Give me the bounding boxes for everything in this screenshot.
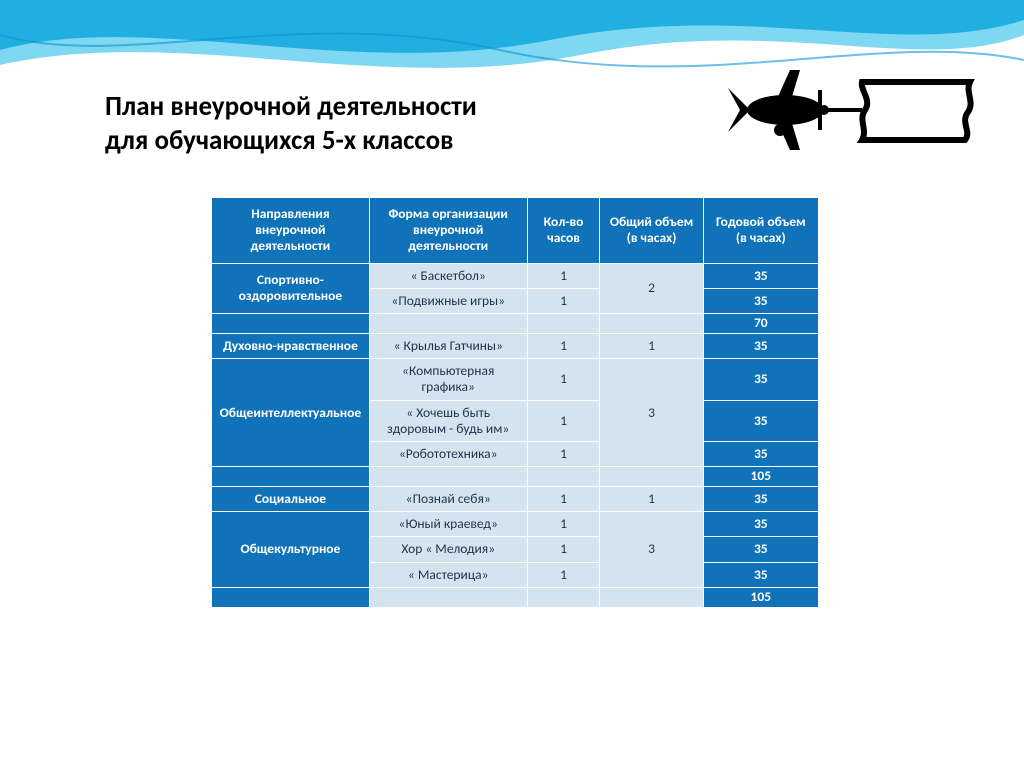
title-line-2: для обучающихся 5-х классов: [105, 124, 453, 157]
direction-cell: Спортивно-оздоровительное: [212, 263, 370, 313]
hours-cell: 1: [527, 263, 600, 288]
col-hours: Кол-во часов: [527, 198, 600, 264]
col-direction: Направления внеурочной деятельности: [212, 198, 370, 264]
form-cell: «Подвижные игры»: [369, 288, 527, 313]
form-cell: «Юный краевед»: [369, 512, 527, 537]
airplane-banner-icon: [710, 60, 980, 170]
annual-cell: 35: [703, 263, 818, 288]
annual-cell: 35: [703, 333, 818, 358]
col-annual: Годовой объем (в часах): [703, 198, 818, 264]
hours-cell: 1: [527, 537, 600, 562]
total-volume-cell: 1: [600, 333, 703, 358]
col-total: Общий объем (в часах): [600, 198, 703, 264]
form-cell: « Хочешь быть здоровым - будь им»: [369, 400, 527, 441]
form-cell: «Компьютерная графика»: [369, 359, 527, 400]
table-row: Спортивно-оздоровительное« Баскетбол»123…: [212, 263, 819, 288]
hours-cell: 1: [527, 333, 600, 358]
curriculum-table: Направления внеурочной деятельности Форм…: [210, 196, 820, 609]
form-cell: Хор « Мелодия»: [369, 537, 527, 562]
annual-cell: 35: [703, 537, 818, 562]
table-row: Духовно-нравственное« Крылья Гатчины»113…: [212, 333, 819, 358]
table-row: Общекультурное«Юный краевед»1335: [212, 512, 819, 537]
direction-cell: Общеинтеллектуальное: [212, 359, 370, 467]
form-cell: «Познай себя»: [369, 487, 527, 512]
total-volume-cell: 2: [600, 263, 703, 313]
page-title: План внеурочной деятельности для обучающ…: [105, 90, 477, 158]
header-row: Направления внеурочной деятельности Форм…: [212, 198, 819, 264]
hours-cell: 1: [527, 359, 600, 400]
hours-cell: 1: [527, 487, 600, 512]
direction-cell: Духовно-нравственное: [212, 333, 370, 358]
total-volume-cell: 1: [600, 487, 703, 512]
annual-cell: 35: [703, 441, 818, 466]
annual-cell: 35: [703, 562, 818, 587]
table-row: Социальное«Познай себя»1135: [212, 487, 819, 512]
annual-cell: 35: [703, 400, 818, 441]
total-volume-cell: 3: [600, 512, 703, 588]
form-cell: «Робототехника»: [369, 441, 527, 466]
form-cell: « Крылья Гатчины»: [369, 333, 527, 358]
annual-cell: 35: [703, 487, 818, 512]
annual-cell: 35: [703, 512, 818, 537]
annual-cell: 35: [703, 288, 818, 313]
subtotal-value: 105: [703, 587, 818, 607]
col-form: Форма организации внеурочной деятельност…: [369, 198, 527, 264]
total-volume-cell: 3: [600, 359, 703, 467]
subtotal-row: 105: [212, 467, 819, 487]
subtotal-row: 70: [212, 313, 819, 333]
hours-cell: 1: [527, 400, 600, 441]
hours-cell: 1: [527, 288, 600, 313]
direction-cell: Общекультурное: [212, 512, 370, 588]
direction-cell: Социальное: [212, 487, 370, 512]
hours-cell: 1: [527, 562, 600, 587]
form-cell: « Баскетбол»: [369, 263, 527, 288]
table-row: Общеинтеллектуальное«Компьютерная график…: [212, 359, 819, 400]
hours-cell: 1: [527, 512, 600, 537]
annual-cell: 35: [703, 359, 818, 400]
form-cell: « Мастерица»: [369, 562, 527, 587]
hours-cell: 1: [527, 441, 600, 466]
title-line-1: План внеурочной деятельности: [105, 90, 477, 123]
subtotal-row: 105: [212, 587, 819, 607]
subtotal-value: 70: [703, 313, 818, 333]
subtotal-value: 105: [703, 467, 818, 487]
